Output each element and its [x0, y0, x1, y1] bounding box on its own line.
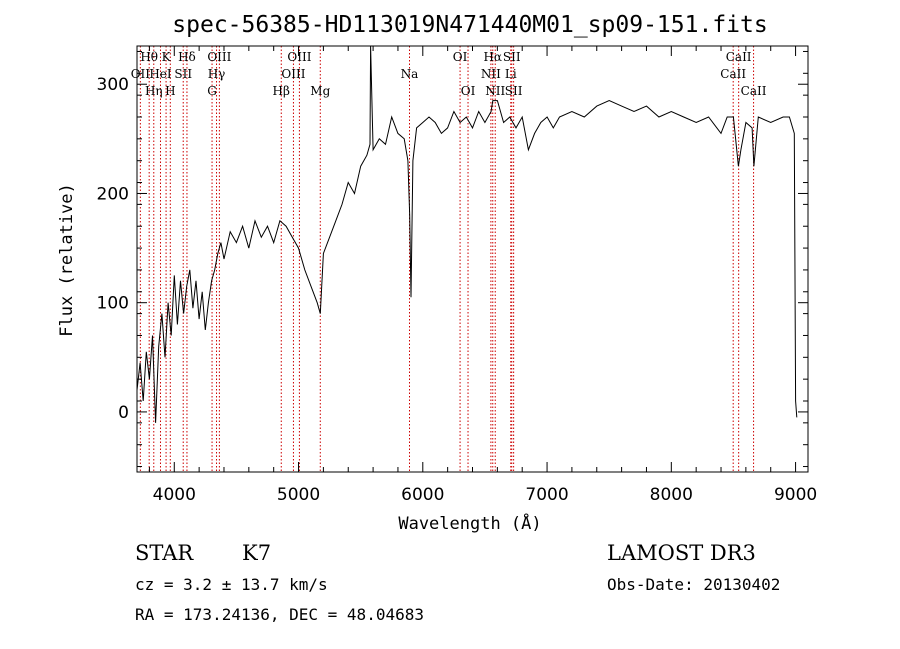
spectral-line-label: Mg [310, 84, 330, 98]
spectral-line-label: Na [401, 67, 419, 81]
y-tick-label: 200 [97, 184, 129, 204]
spectral-line-label: OIII [281, 67, 305, 81]
spectral-line-label: SII [174, 67, 192, 81]
spectral-line-label: CaII [726, 50, 752, 64]
spectrum-series [136, 45, 798, 423]
object-subclass: K7 [242, 541, 271, 565]
spectral-line-label: OIII [287, 50, 311, 64]
x-tick-label: 7000 [525, 485, 568, 505]
spectral-line-label: SII [503, 50, 521, 64]
spectral-line-label: NII [485, 84, 505, 98]
plot-frame [136, 45, 809, 473]
x-tick-label: 5000 [277, 485, 320, 505]
spectral-line-label: OI [461, 84, 476, 98]
spectral-line-label: CaII [741, 84, 767, 98]
spectral-line-label: SII [505, 84, 523, 98]
spectrum-line [136, 45, 798, 423]
x-tick-label: 9000 [774, 485, 817, 505]
spectral-line-label: G [207, 84, 217, 98]
x-tick-label: 6000 [401, 485, 444, 505]
x-tick-label: 8000 [650, 485, 693, 505]
spectral-line-label: K [162, 50, 172, 64]
spectral-line-markers [139, 46, 755, 472]
object-class: STAR [135, 541, 194, 565]
spectral-line-label: OI [453, 50, 468, 64]
y-tick-label: 0 [118, 403, 129, 423]
x-tick-label: 4000 [153, 485, 196, 505]
spectral-line-label: Hδ [178, 50, 196, 64]
spectral-line-label: OIII [207, 50, 231, 64]
spectral-line-label: Hβ [273, 84, 290, 98]
spectral-line-label: Hγ [208, 67, 226, 81]
spectral-line-label: NII [481, 67, 501, 81]
axes: 4000 5000 6000 7000 8000 9000 0 100 200 300 [97, 46, 817, 505]
spectral-line-label: CaII [720, 67, 746, 81]
survey-name: LAMOST DR3 [607, 541, 756, 565]
spectral-line-label: Hθ [140, 50, 158, 64]
spectral-line-label: OII [131, 67, 151, 81]
spectral-line-label: HeI [149, 67, 172, 81]
spectral-line-label: Hα [483, 50, 502, 64]
coordinates: RA = 173.24136, DEC = 48.04683 [135, 605, 424, 624]
observation-date: Obs-Date: 20130402 [607, 575, 780, 594]
redshift-value: cz = 3.2 ± 13.7 km/s [135, 575, 328, 594]
y-tick-label: 100 [97, 294, 129, 314]
x-axis-label: Wavelength (Å) [398, 512, 541, 534]
spectral-line-labels: Hθ OII Hη K HeI H Hδ SII OIII Hγ G Hβ OIII OIII Mg Na OI… [131, 50, 767, 98]
y-tick-label: 300 [97, 75, 129, 95]
y-axis-label: Flux (relative) [57, 183, 77, 337]
chart-title: spec-56385-HD113019N471440M01_sp09-151.f… [172, 12, 767, 38]
spectral-line-label: Li [505, 67, 517, 81]
spectral-line-label: Hη [145, 84, 163, 98]
spectral-line-label: H [165, 84, 175, 98]
